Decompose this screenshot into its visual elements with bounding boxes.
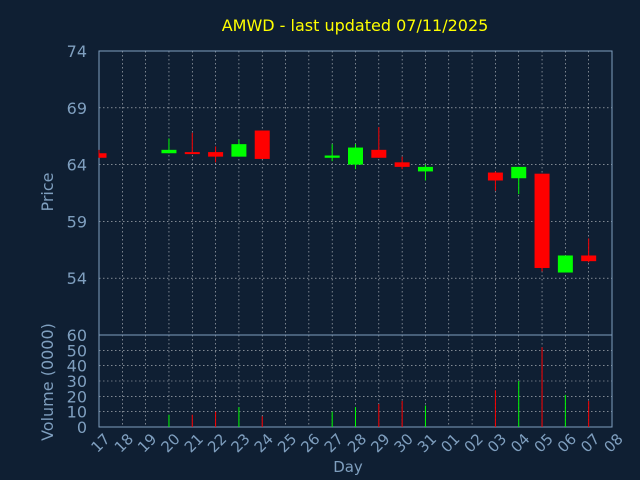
x-tick-label: 28 bbox=[344, 430, 370, 456]
candle-body bbox=[208, 152, 224, 157]
x-tick-label: 21 bbox=[181, 430, 207, 456]
price-tick-label: 54 bbox=[67, 269, 87, 288]
x-tick-label: 06 bbox=[554, 430, 580, 456]
x-tick-label: 26 bbox=[297, 430, 323, 456]
candle-body bbox=[161, 149, 177, 154]
x-tick-label: 05 bbox=[531, 430, 557, 456]
x-tick-label: 29 bbox=[367, 430, 393, 456]
x-axis-label: Day bbox=[333, 458, 363, 476]
candle-body bbox=[231, 144, 247, 157]
candle-body bbox=[511, 166, 527, 179]
volume-tick-label: 20 bbox=[67, 387, 87, 406]
x-tick-label: 18 bbox=[111, 430, 137, 456]
x-tick-label: 30 bbox=[391, 430, 417, 456]
volume-tick-label: 40 bbox=[67, 357, 87, 376]
x-tick-label: 24 bbox=[251, 430, 277, 456]
candle-body bbox=[534, 173, 550, 268]
x-tick-label: 17 bbox=[88, 430, 114, 456]
price-panel: 54 59 64 69 74 bbox=[67, 42, 613, 336]
price-axis-label: Price bbox=[38, 172, 57, 211]
volume-tick-label: 50 bbox=[67, 341, 87, 360]
x-tick-label: 02 bbox=[461, 430, 487, 456]
candle-body bbox=[348, 147, 363, 165]
volume-tick-label: 30 bbox=[67, 372, 87, 391]
x-tick-label: 23 bbox=[227, 430, 253, 456]
candle-body bbox=[557, 255, 573, 273]
price-tick-label: 64 bbox=[67, 156, 87, 175]
x-tick-label: 03 bbox=[484, 430, 510, 456]
x-tick-label: 19 bbox=[134, 430, 160, 456]
candle-body bbox=[581, 255, 597, 262]
x-axis: 1718192021222324252627282930310102030405… bbox=[88, 430, 627, 456]
x-tick-label: 04 bbox=[507, 430, 533, 456]
x-tick-label: 08 bbox=[601, 430, 627, 456]
price-tick-label: 69 bbox=[67, 99, 87, 118]
price-tick-label: 74 bbox=[67, 42, 87, 61]
x-tick-label: 31 bbox=[414, 430, 440, 456]
x-tick-label: 22 bbox=[204, 430, 230, 456]
x-tick-label: 20 bbox=[157, 430, 183, 456]
volume-tick-label: 0 bbox=[77, 418, 87, 437]
price-tick-label: 59 bbox=[67, 212, 87, 231]
candle-body bbox=[99, 153, 107, 158]
candle-body bbox=[417, 166, 433, 172]
x-tick-label: 27 bbox=[321, 430, 347, 456]
chart-title: AMWD - last updated 07/11/2025 bbox=[222, 16, 489, 35]
candle-body bbox=[254, 130, 270, 159]
candle-body bbox=[487, 172, 503, 181]
candle-body bbox=[324, 155, 340, 158]
x-tick-label: 25 bbox=[274, 430, 300, 456]
volume-tick-label: 60 bbox=[67, 326, 87, 345]
candle-body bbox=[184, 152, 200, 155]
volume-tick-label: 10 bbox=[67, 403, 87, 422]
x-tick-label: 01 bbox=[437, 430, 463, 456]
candle-body bbox=[371, 149, 387, 158]
candle-body bbox=[394, 162, 410, 167]
volume-axis-label: Volume (0000) bbox=[38, 323, 57, 441]
x-tick-label: 07 bbox=[577, 430, 603, 456]
